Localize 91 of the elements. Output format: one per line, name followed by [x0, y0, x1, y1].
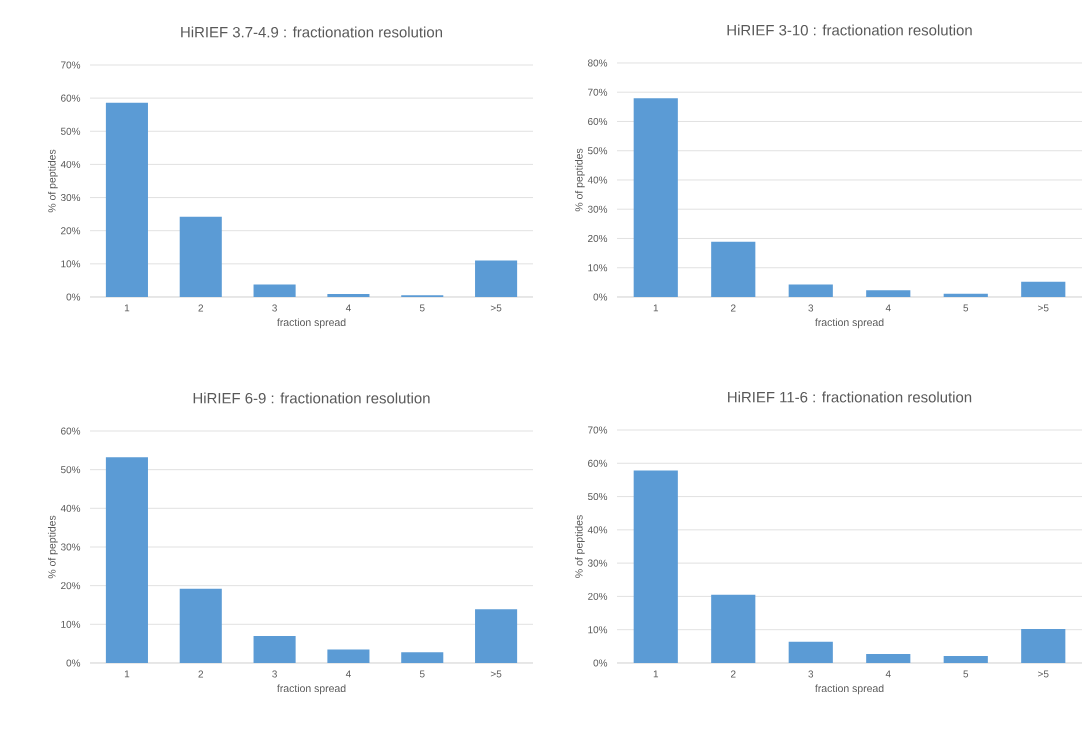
bar	[943, 655, 988, 663]
x-tick-label: 4	[885, 304, 891, 312]
y-tick-label: 20%	[61, 227, 81, 235]
y-tick-label: 30%	[587, 205, 608, 213]
x-axis-title: fraction spread	[277, 684, 346, 695]
y-tick-label: 0%	[66, 293, 81, 301]
x-tick-label: 3	[272, 304, 277, 312]
y-tick-label: 60%	[588, 117, 608, 126]
bar	[475, 260, 518, 297]
x-tick-label: 3	[272, 670, 277, 678]
x-tick-label: 5	[963, 304, 969, 312]
bar	[105, 457, 148, 663]
bar	[179, 588, 222, 663]
y-axis-title: % of peptides	[47, 149, 58, 213]
x-tick-label: >5	[490, 670, 502, 678]
bar	[788, 641, 833, 663]
y-tick-label: 60%	[588, 459, 608, 467]
y-tick-label: 0%	[66, 659, 81, 667]
chart-title: HiRIEF 11-6 : fractionation resolution	[728, 391, 972, 403]
chart-title: HiRIEF 3.7-4.9 : fractionation resolution	[181, 26, 443, 38]
y-axis-title: % of peptides	[574, 148, 585, 212]
y-tick-label: 80%	[587, 59, 608, 67]
x-tick-label: 4	[885, 670, 891, 678]
bar	[327, 294, 370, 297]
x-tick-label: 3	[808, 670, 814, 678]
bar	[866, 654, 911, 663]
y-tick-label: 10%	[588, 264, 608, 272]
chart-title: HiRIEF 3-10 : fractionation resolution	[727, 24, 972, 36]
x-tick-label: 1	[124, 670, 130, 678]
bar	[1021, 281, 1066, 297]
y-axis-title: % of peptides	[574, 515, 585, 578]
bar	[1021, 629, 1066, 663]
bar	[788, 284, 833, 297]
x-tick-label: 4	[345, 670, 351, 678]
y-tick-label: 20%	[588, 592, 608, 600]
bar	[253, 635, 296, 663]
x-tick-label: 5	[419, 670, 425, 678]
y-tick-label: 10%	[61, 260, 81, 268]
x-tick-label: >5	[1038, 304, 1049, 312]
x-tick-label: 2	[198, 304, 204, 312]
y-tick-label: 50%	[587, 493, 608, 501]
y-tick-label: 10%	[588, 626, 608, 634]
y-tick-label: 70%	[588, 426, 608, 434]
x-tick-label: 2	[730, 670, 736, 678]
bar	[253, 284, 296, 297]
bar	[866, 290, 911, 297]
bar	[475, 609, 518, 663]
x-axis-title: fraction spread	[815, 684, 884, 695]
bar	[105, 102, 148, 297]
x-tick-label: 2	[198, 670, 204, 678]
bar	[943, 293, 988, 297]
bar	[633, 98, 678, 297]
x-tick-label: >5	[490, 304, 502, 312]
x-tick-label: 1	[653, 670, 659, 678]
x-tick-label: >5	[1038, 670, 1049, 678]
y-tick-label: 60%	[61, 94, 81, 102]
y-tick-label: 40%	[587, 176, 608, 184]
bar	[179, 216, 222, 297]
bar	[401, 652, 444, 663]
x-tick-label: 2	[730, 304, 736, 312]
x-tick-label: 3	[808, 304, 814, 312]
y-tick-label: 20%	[588, 234, 608, 243]
y-tick-label: 30%	[60, 543, 81, 551]
x-tick-label: 1	[124, 304, 130, 312]
chart-title: HiRIEF 6-9 : fractionation resolution	[193, 392, 430, 404]
x-tick-label: 5	[963, 670, 969, 678]
y-tick-label: 40%	[587, 526, 608, 534]
y-tick-label: 30%	[587, 559, 608, 567]
bar	[633, 470, 678, 663]
bar	[327, 649, 370, 663]
y-axis-title: % of peptides	[47, 515, 58, 579]
y-tick-label: 10%	[61, 620, 81, 628]
x-tick-label: 4	[345, 304, 351, 312]
x-axis-title: fraction spread	[277, 318, 346, 329]
y-tick-label: 50%	[60, 466, 81, 474]
y-tick-label: 30%	[60, 194, 81, 202]
y-tick-label: 20%	[61, 582, 81, 590]
x-axis-title: fraction spread	[815, 318, 884, 329]
bar	[711, 241, 756, 297]
x-tick-label: 5	[419, 304, 425, 312]
y-tick-label: 70%	[61, 61, 81, 69]
y-tick-label: 60%	[61, 427, 81, 435]
bar	[711, 594, 756, 663]
y-tick-label: 40%	[60, 160, 81, 168]
y-tick-label: 40%	[60, 504, 81, 512]
y-tick-label: 0%	[593, 293, 608, 301]
y-tick-label: 0%	[593, 659, 608, 667]
x-tick-label: 1	[653, 304, 659, 312]
y-tick-label: 50%	[60, 127, 81, 135]
y-tick-label: 50%	[587, 147, 608, 155]
y-tick-label: 70%	[588, 88, 608, 96]
